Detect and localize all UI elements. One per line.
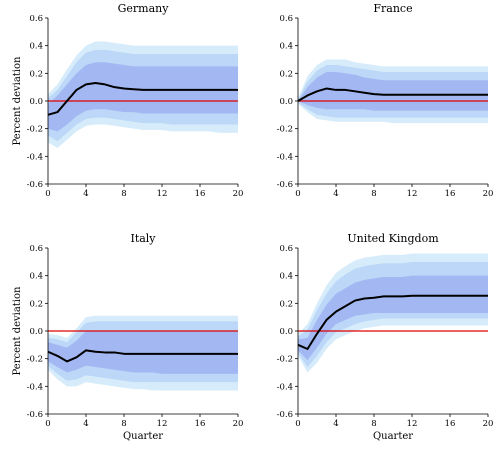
confidence-band-inner xyxy=(48,331,238,374)
x-tick-label: 4 xyxy=(333,419,338,429)
x-axis-label: Quarter xyxy=(123,431,163,442)
y-tick-label: 0.4 xyxy=(29,42,43,52)
x-tick-label: 16 xyxy=(195,419,206,429)
panel-title: Italy xyxy=(130,232,156,245)
y-tick-label: 0.0 xyxy=(279,97,293,107)
x-tick-label: 20 xyxy=(483,419,494,429)
x-tick-label: 20 xyxy=(233,189,244,199)
panel-uk: -0.6 -0.4 -0.2 0.0 0.2 0.4 0.6 0 4 8 12 16 20 United … xyxy=(277,232,494,442)
panel-title: Germany xyxy=(118,2,170,15)
y-tick-label: 0.2 xyxy=(29,299,43,309)
x-tick-label: 12 xyxy=(157,419,168,429)
y-tick-label: 0.4 xyxy=(279,272,293,282)
x-tick-label: 8 xyxy=(371,189,376,199)
x-tick-label: 4 xyxy=(83,419,88,429)
x-tick-label: 0 xyxy=(295,189,300,199)
x-tick-label: 4 xyxy=(333,189,338,199)
panel-germany: -0.6 -0.4 -0.2 0.0 0.2 0.4 0.6 0 4 8 12 16 20 Germany… xyxy=(12,2,243,199)
y-tick-label: -0.2 xyxy=(277,125,293,135)
x-tick-label: 20 xyxy=(483,189,494,199)
y-tick-label: -0.4 xyxy=(27,382,43,392)
y-tick-label: 0.0 xyxy=(29,327,43,337)
x-tick-label: 16 xyxy=(195,189,206,199)
y-tick-label: -0.2 xyxy=(277,355,293,365)
x-tick-label: 12 xyxy=(157,189,168,199)
x-tick-label: 0 xyxy=(45,419,50,429)
y-tick-label: 0.0 xyxy=(29,97,43,107)
median-response-line xyxy=(297,294,488,350)
y-tick-label: -0.6 xyxy=(277,180,293,190)
x-tick-label: 4 xyxy=(83,189,88,199)
x-tick-label: 8 xyxy=(371,419,376,429)
median-response-line xyxy=(47,82,238,116)
confidence-band-inner xyxy=(298,275,488,361)
y-tick-label: -0.4 xyxy=(277,382,293,392)
median-response-line xyxy=(47,349,238,363)
y-tick-label: -0.6 xyxy=(277,410,293,420)
y-tick-label: -0.4 xyxy=(27,152,43,162)
panel-italy: -0.6 -0.4 -0.2 0.0 0.2 0.4 0.6 0 4 8 12 16 20 Italy Pe… xyxy=(12,232,243,442)
x-tick-label: 12 xyxy=(407,419,418,429)
x-tick-label: 20 xyxy=(233,419,244,429)
y-tick-label: 0.6 xyxy=(279,14,293,24)
x-tick-label: 8 xyxy=(121,419,126,429)
y-tick-label: 0.6 xyxy=(29,14,43,24)
y-tick-label: 0.6 xyxy=(29,244,43,254)
y-axis-label: Percent deviation xyxy=(12,286,23,376)
y-tick-label: 0.2 xyxy=(279,69,293,79)
y-tick-label: 0.4 xyxy=(29,272,43,282)
x-tick-label: 12 xyxy=(407,189,418,199)
panel-france: -0.6 -0.4 -0.2 0.0 0.2 0.4 0.6 0 4 8 12 16 20 France xyxy=(277,2,494,199)
y-tick-label: -0.6 xyxy=(27,410,43,420)
y-tick-label: -0.2 xyxy=(27,355,43,365)
y-axis-label: Percent deviation xyxy=(12,56,23,146)
x-tick-label: 0 xyxy=(45,189,50,199)
panel-title: United Kingdom xyxy=(347,232,439,245)
y-tick-label: -0.6 xyxy=(27,180,43,190)
x-tick-label: 16 xyxy=(445,189,456,199)
y-tick-label: 0.4 xyxy=(279,42,293,52)
y-tick-label: 0.2 xyxy=(279,299,293,309)
y-tick-label: 0.0 xyxy=(279,327,293,337)
median-response-line xyxy=(297,87,488,102)
x-axis-label: Quarter xyxy=(373,431,413,442)
confidence-band-inner xyxy=(48,62,238,132)
y-tick-label: -0.2 xyxy=(27,125,43,135)
panel-title: France xyxy=(373,2,412,15)
x-tick-label: 8 xyxy=(121,189,126,199)
x-tick-label: 0 xyxy=(295,419,300,429)
y-tick-label: -0.4 xyxy=(277,152,293,162)
x-tick-label: 16 xyxy=(445,419,456,429)
y-tick-label: 0.2 xyxy=(29,69,43,79)
y-tick-label: 0.6 xyxy=(279,244,293,254)
